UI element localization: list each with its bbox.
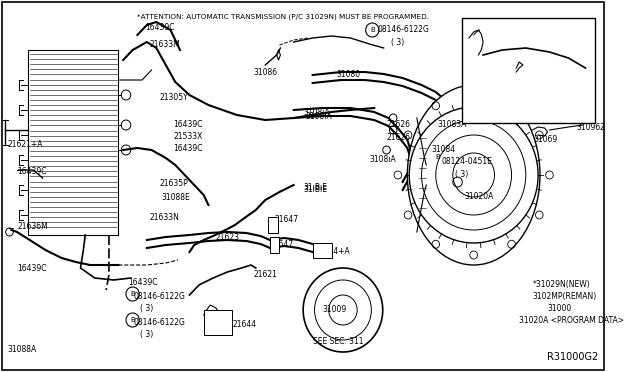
Text: 21644+A: 21644+A xyxy=(314,247,350,256)
Text: 3108ıA: 3108ıA xyxy=(305,112,332,121)
Text: *31029N(NEW): *31029N(NEW) xyxy=(532,280,590,289)
Text: 16439C: 16439C xyxy=(17,167,47,176)
Bar xyxy=(204,310,232,335)
Text: 31088A: 31088A xyxy=(8,345,37,354)
Text: ( 3): ( 3) xyxy=(140,330,154,339)
Text: 31080: 31080 xyxy=(336,70,360,79)
Text: 3108ıA: 3108ıA xyxy=(369,155,396,164)
Text: 16439C: 16439C xyxy=(173,120,203,129)
Bar xyxy=(462,18,595,123)
Bar xyxy=(28,50,118,235)
Text: 21533X: 21533X xyxy=(173,132,203,141)
Text: 31088E: 31088E xyxy=(161,193,190,202)
Bar xyxy=(268,217,278,233)
Text: 21633N: 21633N xyxy=(150,213,180,222)
Text: 16439C: 16439C xyxy=(17,264,47,273)
Text: *ATTENTION: AUTOMATIC TRANSMISSION (P/C 31029N) MUST BE PROGRAMMED.: *ATTENTION: AUTOMATIC TRANSMISSION (P/C … xyxy=(138,13,429,19)
Text: 21626: 21626 xyxy=(387,120,410,129)
Text: 31ıBıE: 31ıBıE xyxy=(303,185,327,194)
Ellipse shape xyxy=(407,85,540,265)
Text: 31083A: 31083A xyxy=(438,120,467,129)
Text: 31020A: 31020A xyxy=(464,192,493,201)
Text: B: B xyxy=(131,291,135,297)
Text: 21633M: 21633M xyxy=(150,40,180,49)
Text: 31096Z: 31096Z xyxy=(576,123,605,132)
Text: 16439C: 16439C xyxy=(128,278,157,287)
Text: 3102MP(REMAN): 3102MP(REMAN) xyxy=(532,292,596,301)
Text: B: B xyxy=(435,154,440,160)
Bar xyxy=(312,243,332,258)
Text: 31084: 31084 xyxy=(431,145,455,154)
Text: 21621+A: 21621+A xyxy=(8,140,43,149)
Text: 21626: 21626 xyxy=(387,133,410,142)
Text: B: B xyxy=(370,27,374,33)
Text: 31082U: 31082U xyxy=(462,20,492,29)
Text: ( 3): ( 3) xyxy=(140,304,154,313)
Text: 08146-6122G: 08146-6122G xyxy=(134,318,186,327)
Text: 21623: 21623 xyxy=(215,233,239,242)
Bar xyxy=(270,237,280,253)
Text: 3108ıA: 3108ıA xyxy=(303,108,330,117)
Text: 21636M: 21636M xyxy=(17,222,48,231)
Text: 31086: 31086 xyxy=(253,68,277,77)
Text: 31020A <PROGRAM DATA>: 31020A <PROGRAM DATA> xyxy=(519,316,624,325)
Text: 21635P: 21635P xyxy=(159,179,188,188)
Text: 31ıBıE: 31ıBıE xyxy=(303,183,327,192)
Text: 31000: 31000 xyxy=(548,304,572,313)
Text: SEE SEC. 311: SEE SEC. 311 xyxy=(312,337,363,346)
Text: ( 3): ( 3) xyxy=(455,170,468,179)
Text: 21621: 21621 xyxy=(254,270,278,279)
Text: 21647: 21647 xyxy=(275,215,299,224)
Text: 31009: 31009 xyxy=(322,305,346,314)
Text: ( 3): ( 3) xyxy=(391,38,404,47)
Text: R31000G2: R31000G2 xyxy=(547,352,599,362)
Text: 21305Y: 21305Y xyxy=(159,93,188,102)
Text: 08146-6122G: 08146-6122G xyxy=(377,25,429,34)
Text: 31069: 31069 xyxy=(533,135,557,144)
Text: B: B xyxy=(131,317,135,323)
Text: 31082E: 31082E xyxy=(488,75,516,84)
Text: 08146-6122G: 08146-6122G xyxy=(134,292,186,301)
Text: 21647: 21647 xyxy=(270,240,294,249)
Text: 16439C: 16439C xyxy=(173,144,203,153)
Text: 31082E: 31082E xyxy=(545,43,573,52)
Text: 21644: 21644 xyxy=(232,320,256,329)
Text: 08124-0451E: 08124-0451E xyxy=(442,157,492,166)
Text: 16439C: 16439C xyxy=(145,23,175,32)
